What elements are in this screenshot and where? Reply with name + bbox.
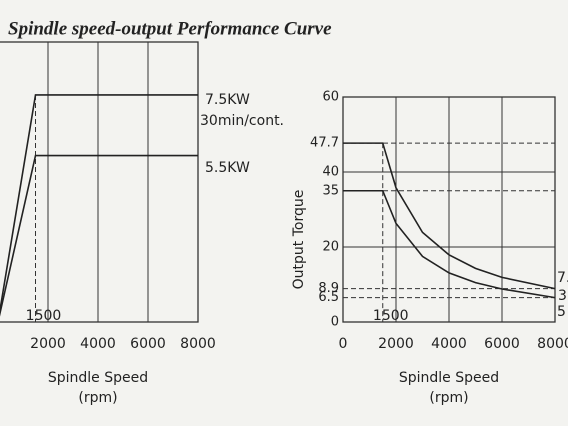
y-tick-label: 8.9 [318,281,339,296]
y-axis-label: Output Torque [291,190,307,290]
y-tick-label: 0 [331,315,339,330]
x-axis-label: Spindle Speed [399,370,499,386]
y-tick-label: 35 [322,183,339,198]
y-tick-label: 6.5 [318,290,339,305]
marker-label: 1500 [373,308,409,324]
series-label: 5 [557,304,566,320]
x-tick-label: 6000 [130,336,166,352]
annotation: 3 [558,288,567,304]
y-tick-label: 20 [322,240,339,255]
annotation: 30min/cont. [200,113,284,129]
curve [343,189,556,299]
curve [0,94,198,315]
y-tick-label: 47.7 [310,136,339,151]
x-tick-label: 2000 [378,336,414,352]
x-tick-label: 6000 [484,336,520,352]
x-tick-label: 8000 [180,336,216,352]
x-axis-unit: (rpm) [429,390,468,406]
page-title: Spindle speed-output Performance Curve [8,18,332,39]
marker-label: 1500 [26,308,62,324]
x-tick-label: 4000 [431,336,467,352]
x-tick-label: 2000 [30,336,66,352]
series-label: 7. [557,270,568,286]
x-axis-label: Spindle Speed [48,370,148,386]
x-axis-unit: (rpm) [78,390,117,406]
curve [343,142,556,290]
series-label: 7.5KW [205,92,250,108]
series-label: 5.5KW [205,160,250,176]
curve [0,154,198,317]
x-tick-label: 8000 [537,336,568,352]
x-tick-label: 4000 [80,336,116,352]
y-tick-label: 60 [322,90,339,105]
x-tick-label: 0 [339,336,348,352]
y-tick-label: 40 [322,165,339,180]
